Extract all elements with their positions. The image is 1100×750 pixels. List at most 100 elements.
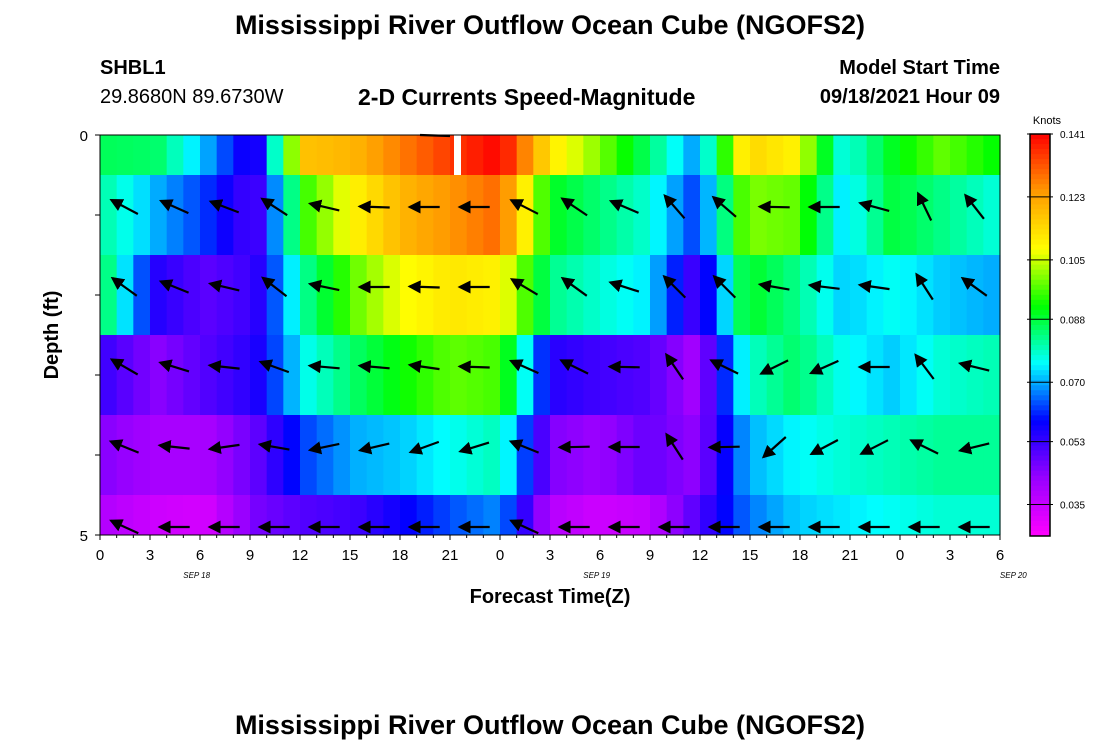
heat-cell [483,255,501,335]
heat-cell [533,415,551,495]
colorbar-segment [1030,500,1050,507]
heat-cell [366,175,384,255]
y-axis-label: Depth (ft) [41,291,63,380]
current-vector [559,359,589,375]
heat-cell [533,175,551,255]
colorbar-segment [1030,405,1050,411]
current-vector [560,197,588,217]
heat-cell [150,255,168,335]
colorbar-segment [1030,169,1050,175]
colorbar-segment [1030,450,1050,457]
heat-cell [333,175,351,255]
heat-cell [300,255,318,335]
heat-cell [600,335,618,415]
heat-cell [916,135,934,175]
current-vector [109,358,139,376]
heat-cell [733,175,751,255]
x-tick-label: 9 [646,547,654,564]
heat-cell [450,495,468,535]
heat-cell [950,255,968,335]
colorbar-segment [1030,309,1050,316]
heat-cell [700,255,718,335]
heat-cell [750,495,768,535]
colorbar-segment [1030,254,1050,261]
heat-cell [433,335,451,415]
heat-cell [400,175,418,255]
heat-cell [283,335,301,415]
heat-cell [950,495,968,535]
heat-cell [166,255,184,335]
heat-cell [483,415,501,495]
heat-cell [933,135,951,175]
heat-cell [700,415,718,495]
heat-cell [866,175,884,255]
current-vector [807,279,840,294]
heat-cell [683,415,701,495]
heat-cell [500,495,518,535]
x-tick-label: 0 [96,547,104,564]
colorbar-segment [1030,244,1050,251]
colorbar-tick-label: 0.088 [1060,315,1085,326]
heat-cell [700,495,718,535]
heat-cell [266,335,284,415]
colorbar-segment [1030,229,1050,235]
colorbar: 0.141 0.123 0.105 0.088 0.070 0.053 0.035 [1027,130,1085,537]
current-vector [110,276,138,297]
heat-cell [550,255,568,335]
heat-cell [733,255,751,335]
heat-cell [316,495,334,535]
date-label: SEP 18 [183,571,210,580]
heat-cell [700,335,718,415]
heat-cell [316,135,334,175]
colorbar-segment [1030,329,1050,336]
heat-cell [783,175,801,255]
colorbar-segment [1030,289,1050,296]
colorbar-segment [1030,324,1050,331]
heat-cell [366,255,384,335]
x-tick-label: 3 [946,547,954,564]
current-vector [712,274,737,299]
heat-cell [900,175,918,255]
heat-cell [533,335,551,415]
heat-cell [250,255,268,335]
heat-cell [233,135,251,175]
heat-cell [683,335,701,415]
heat-cell [433,255,451,335]
heat-cell [416,135,434,175]
current-vector [207,279,240,293]
heat-cell [566,415,584,495]
current-vector [307,279,340,293]
current-vector [307,360,340,374]
heat-cell [450,175,468,255]
heat-cell [866,255,884,335]
heat-cell [833,135,851,175]
colorbar-segment [1030,420,1050,426]
colorbar-segment [1030,319,1050,326]
heat-cell [600,255,618,335]
heat-cell [233,335,251,415]
current-vector [357,360,390,374]
heat-cell [200,415,218,495]
heat-cell [200,255,218,335]
colorbar-label: Knots [1033,115,1062,127]
heat-cell [116,135,134,175]
heat-cell [983,415,1001,495]
heat-cell [966,495,984,535]
current-vector [357,200,390,214]
colorbar-segment [1030,380,1050,386]
heat-cell [400,335,418,415]
current-vector [557,440,590,454]
colorbar-segment [1030,335,1050,341]
heat-cell [716,175,734,255]
colorbar-segment [1030,350,1050,356]
heat-cell [366,495,384,535]
heat-cell [716,135,734,175]
heat-cell [616,495,634,535]
heat-cell [816,495,834,535]
heat-cell [833,415,851,495]
current-vector [560,276,588,297]
heat-cell [283,415,301,495]
heat-cell [933,495,951,535]
current-vector [757,200,790,214]
current-vector [663,194,686,220]
